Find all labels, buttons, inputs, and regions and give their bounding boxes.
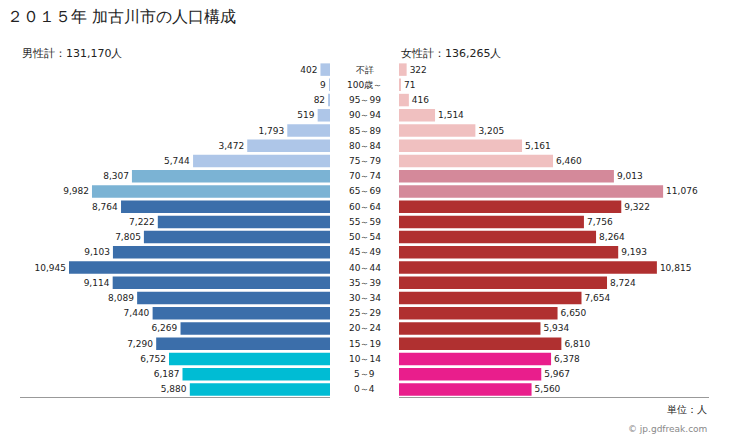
svg-text:45～49: 45～49: [349, 247, 381, 257]
svg-text:© jp.gdfreak.com: © jp.gdfreak.com: [628, 424, 707, 434]
svg-text:8,307: 8,307: [103, 171, 129, 181]
svg-text:8,089: 8,089: [108, 293, 134, 303]
svg-text:２０１５年 加古川市の人口構成: ２０１５年 加古川市の人口構成: [7, 7, 236, 26]
svg-text:7,805: 7,805: [115, 232, 141, 242]
svg-text:70～74: 70～74: [349, 171, 381, 181]
svg-text:0～4: 0～4: [354, 384, 375, 394]
svg-text:9,322: 9,322: [624, 202, 650, 212]
svg-text:7,290: 7,290: [127, 339, 153, 349]
svg-text:322: 322: [410, 65, 427, 75]
svg-text:5,880: 5,880: [161, 384, 187, 394]
svg-text:1,793: 1,793: [259, 126, 285, 136]
svg-text:3,205: 3,205: [478, 126, 504, 136]
svg-text:6,378: 6,378: [554, 354, 580, 364]
svg-text:8,264: 8,264: [599, 232, 625, 242]
svg-text:9,114: 9,114: [84, 278, 110, 288]
svg-text:6,752: 6,752: [140, 354, 166, 364]
svg-text:女性計：136,265人: 女性計：136,265人: [401, 47, 502, 60]
svg-text:95～99: 95～99: [349, 95, 381, 105]
svg-text:9: 9: [320, 80, 326, 90]
svg-text:単位：人: 単位：人: [667, 404, 707, 415]
svg-text:不詳: 不詳: [356, 65, 374, 75]
svg-text:7,440: 7,440: [124, 308, 150, 318]
svg-text:9,103: 9,103: [84, 247, 110, 257]
svg-text:10,945: 10,945: [35, 263, 67, 273]
svg-text:55～59: 55～59: [349, 217, 381, 227]
svg-text:9,013: 9,013: [617, 171, 643, 181]
svg-text:90～94: 90～94: [349, 110, 381, 120]
svg-text:10,815: 10,815: [660, 263, 692, 273]
svg-text:416: 416: [412, 95, 429, 105]
svg-text:8,724: 8,724: [610, 278, 636, 288]
svg-text:3,472: 3,472: [218, 141, 244, 151]
svg-text:100歳～: 100歳～: [347, 80, 382, 90]
svg-text:402: 402: [300, 65, 317, 75]
svg-text:1,514: 1,514: [438, 110, 464, 120]
svg-text:5,560: 5,560: [535, 384, 561, 394]
svg-text:6,269: 6,269: [151, 323, 177, 333]
svg-text:71: 71: [404, 80, 415, 90]
svg-text:10～14: 10～14: [349, 354, 381, 364]
svg-text:65～69: 65～69: [349, 186, 381, 196]
svg-text:5,934: 5,934: [543, 323, 569, 333]
svg-text:7,756: 7,756: [587, 217, 613, 227]
svg-text:6,810: 6,810: [564, 339, 590, 349]
svg-text:5～9: 5～9: [354, 369, 375, 379]
svg-text:519: 519: [297, 110, 314, 120]
svg-text:20～24: 20～24: [349, 323, 381, 333]
svg-text:9,193: 9,193: [621, 247, 647, 257]
svg-text:6,187: 6,187: [154, 369, 180, 379]
svg-text:11,076: 11,076: [666, 186, 698, 196]
svg-text:5,744: 5,744: [164, 156, 190, 166]
svg-text:5,967: 5,967: [544, 369, 570, 379]
svg-text:82: 82: [314, 95, 325, 105]
svg-text:75～79: 75～79: [349, 156, 381, 166]
svg-text:15～19: 15～19: [349, 339, 381, 349]
svg-text:8,764: 8,764: [92, 202, 118, 212]
svg-text:80～84: 80～84: [349, 141, 381, 151]
svg-text:7,222: 7,222: [129, 217, 155, 227]
svg-text:85～89: 85～89: [349, 126, 381, 136]
svg-text:40～44: 40～44: [349, 263, 381, 273]
svg-text:6,460: 6,460: [556, 156, 582, 166]
svg-text:25～29: 25～29: [349, 308, 381, 318]
svg-text:男性計：131,170人: 男性計：131,170人: [22, 47, 123, 60]
svg-text:30～34: 30～34: [349, 293, 381, 303]
svg-text:9,982: 9,982: [63, 186, 89, 196]
svg-text:50～54: 50～54: [349, 232, 381, 242]
svg-text:35～39: 35～39: [349, 278, 381, 288]
svg-text:60～64: 60～64: [349, 202, 381, 212]
svg-text:5,161: 5,161: [525, 141, 551, 151]
svg-text:6,650: 6,650: [561, 308, 587, 318]
svg-text:7,654: 7,654: [585, 293, 611, 303]
